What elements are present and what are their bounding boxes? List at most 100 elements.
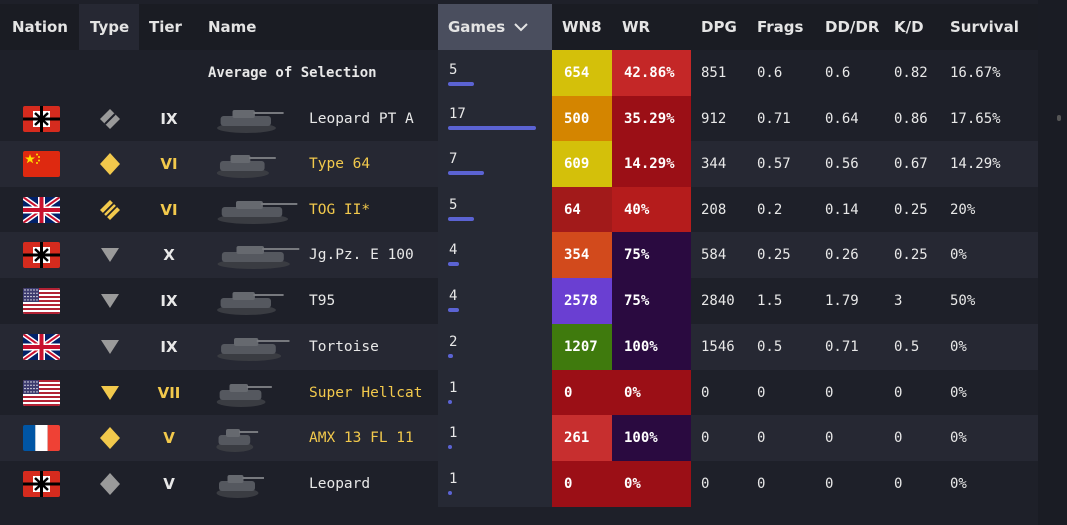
games-value: 5 xyxy=(449,197,458,213)
frags-header-label: Frags xyxy=(757,18,804,36)
games-cell: 5 xyxy=(438,187,552,232)
wn8-value: 609 xyxy=(552,141,612,187)
vehicle-name[interactable]: Leopard xyxy=(309,476,371,492)
dpg-value: 2840 xyxy=(701,293,735,309)
wr-header[interactable]: WR xyxy=(612,4,691,50)
scrollbar-thumb[interactable] xyxy=(1057,115,1061,121)
wr-value: 40% xyxy=(612,187,691,232)
games-bar xyxy=(448,354,453,358)
games-header[interactable]: Games xyxy=(438,4,552,50)
dddr-value: 0 xyxy=(825,430,834,446)
table-row[interactable]: V Leopard 1 0 0% 0 0 0 0 0% xyxy=(0,461,1038,507)
wr-value: 14.29% xyxy=(612,141,691,187)
games-bar xyxy=(448,400,452,404)
nation-header-label: Nation xyxy=(12,18,68,36)
average-label: Average of Selection xyxy=(208,65,377,81)
wn8-header[interactable]: WN8 xyxy=(552,4,612,50)
nation-header[interactable]: Nation xyxy=(0,4,79,50)
name-header[interactable]: Name xyxy=(199,4,438,50)
dddr-value: 0.71 xyxy=(825,339,859,355)
germany-flag-icon xyxy=(23,242,60,268)
games-value: 1 xyxy=(449,380,458,396)
kd-value: 0.67 xyxy=(894,156,928,172)
vehicle-name[interactable]: T95 xyxy=(309,293,336,309)
vehicle-name[interactable]: Leopard PT A xyxy=(309,110,414,127)
table-row[interactable]: X Jg.Pz. E 100 4 354 75% 584 0.25 0.26 0.25 0% xyxy=(0,232,1038,278)
dpg-value: 1546 xyxy=(701,339,735,355)
survival-value: 20% xyxy=(950,201,976,218)
tier-header-label: Tier xyxy=(149,18,182,36)
games-value: 7 xyxy=(449,151,458,167)
usa-flag-icon xyxy=(23,288,60,314)
average-games-cell: 5 xyxy=(438,50,552,96)
uk-flag-icon xyxy=(23,334,60,360)
tier-value: V xyxy=(163,429,175,447)
dddr-header[interactable]: DD/DR xyxy=(815,4,884,50)
tier-value: IX xyxy=(160,338,178,356)
frags-header[interactable]: Frags xyxy=(747,4,815,50)
average-wn8: 654 xyxy=(552,50,612,96)
name-header-label: Name xyxy=(208,18,257,36)
vehicle-name[interactable]: Type 64 xyxy=(309,156,371,172)
wn8-value: 500 xyxy=(552,96,612,141)
vehicle-name[interactable]: Super Hellcat xyxy=(309,384,423,401)
kd-header-label: K/D xyxy=(894,18,924,36)
games-cell: 1 xyxy=(438,461,552,507)
td-tier-icon xyxy=(98,96,122,141)
table-row[interactable]: IX Leopard PT A 17 500 35.29% 912 0.71 0.64 0.86… xyxy=(0,96,1038,141)
tank-image xyxy=(215,195,299,229)
td-icon xyxy=(98,232,122,278)
type-header[interactable]: Type xyxy=(79,4,139,50)
wn8-value: 2578 xyxy=(552,278,612,324)
games-value: 4 xyxy=(449,288,458,304)
tier-header[interactable]: Tier xyxy=(139,4,199,50)
frags-value: 0.25 xyxy=(757,247,791,263)
average-frags: 0.6 xyxy=(757,65,783,81)
table-row[interactable]: IX Tortoise 2 1207 100% 1546 0.5 0.71 0.5 0% xyxy=(0,324,1038,370)
average-dpg: 851 xyxy=(701,65,727,81)
wn8-value: 261 xyxy=(552,415,612,461)
table-row[interactable]: VI Type 64 7 609 14.29% 344 0.57 0.56 0.67 14.29% xyxy=(0,141,1038,187)
dddr-value: 1.79 xyxy=(825,293,859,309)
table-row[interactable]: VI TOG II* 5 64 40% 208 0.2 0.14 0.25 20% xyxy=(0,187,1038,232)
usa-flag-icon xyxy=(23,380,60,406)
dpg-header[interactable]: DPG xyxy=(691,4,747,50)
frags-value: 0 xyxy=(757,430,766,446)
table-row[interactable]: IX T95 4 2578 75% 2840 1.5 1.79 3 50% xyxy=(0,278,1038,324)
survival-header[interactable]: Survival xyxy=(940,4,1038,50)
survival-value: 14.29% xyxy=(950,156,1001,172)
dddr-value: 0.26 xyxy=(825,247,859,263)
wr-value: 100% xyxy=(612,324,691,370)
average-kd: 0.82 xyxy=(894,65,928,81)
medium-tank-icon xyxy=(98,141,122,187)
table-row[interactable]: VII Super Hellcat 1 0 0% 0 0 0 0 0% xyxy=(0,370,1038,415)
games-bar xyxy=(448,445,452,449)
td-icon xyxy=(98,370,122,415)
dddr-value: 0 xyxy=(825,476,834,492)
wr-value: 100% xyxy=(612,415,691,461)
vehicle-name[interactable]: TOG II* xyxy=(309,201,371,218)
survival-value: 0% xyxy=(950,384,967,401)
tier-value: VII xyxy=(157,383,181,402)
average-row: Average of Selection 5 654 42.86% 851 0.… xyxy=(0,50,1038,96)
kd-value: 0.86 xyxy=(894,110,928,127)
wr-value: 0% xyxy=(612,461,691,507)
dddr-value: 0 xyxy=(825,384,834,401)
games-cell: 17 xyxy=(438,96,552,141)
frags-value: 0.5 xyxy=(757,339,783,355)
td-icon xyxy=(98,278,122,324)
france-flag-icon xyxy=(23,425,60,451)
table-row[interactable]: V AMX 13 FL 11 1 261 100% 0 0 0 0 0% xyxy=(0,415,1038,461)
tank-image xyxy=(215,423,259,457)
tank-image xyxy=(215,104,285,138)
germany-flag-icon xyxy=(23,106,60,132)
kd-header[interactable]: K/D xyxy=(884,4,940,50)
average-dddr: 0.6 xyxy=(825,65,851,81)
games-cell: 1 xyxy=(438,370,552,415)
vehicle-name[interactable]: Jg.Pz. E 100 xyxy=(309,247,414,263)
vehicle-name[interactable]: AMX 13 FL 11 xyxy=(309,430,414,446)
games-value: 17 xyxy=(449,106,466,122)
dpg-value: 344 xyxy=(701,156,727,172)
average-games-bar xyxy=(448,82,474,86)
vehicle-name[interactable]: Tortoise xyxy=(309,339,379,355)
